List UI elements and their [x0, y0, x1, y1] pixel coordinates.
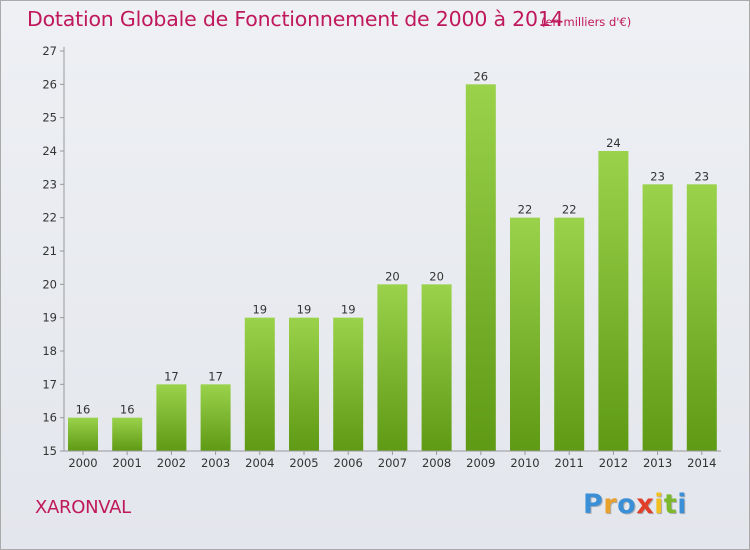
y-tick-label: 17: [42, 377, 57, 391]
bar-value-label: 17: [208, 369, 223, 383]
x-tick-label: 2012: [599, 456, 628, 470]
logo-letter: t: [663, 489, 678, 520]
x-axis: 2000 2001 2002 2003 2004 2005 2006 2007 2008 2009…: [64, 450, 721, 470]
bar[interactable]: [289, 317, 319, 451]
bar[interactable]: [510, 217, 540, 451]
bar[interactable]: [156, 384, 187, 451]
bar-value-label: 17: [164, 369, 179, 383]
bar-value-label: 24: [606, 136, 621, 150]
bars: 16 16 17 17 19 19 19 20 20 26 22 22 24 23 23: [68, 69, 717, 452]
y-tick-label: 20: [42, 277, 57, 291]
x-tick-label: 2011: [555, 456, 584, 470]
y-tick-label: 16: [42, 411, 57, 425]
bar-value-label: 22: [518, 203, 533, 217]
bar[interactable]: [68, 417, 98, 451]
proxiti-logo[interactable]: Proxiti: [583, 489, 687, 520]
x-tick-label: 2002: [157, 456, 186, 470]
bar-value-label: 19: [252, 303, 267, 317]
chart-title: Dotation Globale de Fonctionnement de 20…: [27, 7, 564, 31]
bar-value-label: 16: [76, 403, 91, 417]
y-axis: 15 16 17 18 19 20 21 22 23 24 25 26 27: [42, 44, 65, 458]
bar[interactable]: [642, 184, 673, 452]
y-tick-label: 15: [42, 444, 57, 458]
x-tick-label: 2004: [245, 456, 274, 470]
logo-letter: P: [583, 489, 604, 520]
y-tick-label: 24: [42, 144, 57, 158]
x-tick-label: 2010: [510, 456, 539, 470]
bar-value-label: 16: [120, 403, 135, 417]
y-tick-label: 22: [42, 211, 57, 225]
bar[interactable]: [333, 317, 364, 451]
bar-value-label: 22: [562, 203, 577, 217]
x-tick-label: 2007: [378, 456, 407, 470]
y-tick-label: 25: [42, 111, 57, 125]
logo-letter: o: [617, 489, 637, 520]
x-tick-label: 2005: [289, 456, 318, 470]
chart-unit: (en milliers d'€): [541, 15, 632, 29]
bar-value-label: 19: [297, 303, 312, 317]
bar[interactable]: [598, 151, 629, 451]
y-tick-label: 27: [42, 44, 57, 58]
bar-value-label: 23: [694, 169, 709, 183]
y-tick-label: 21: [42, 244, 57, 258]
bar[interactable]: [686, 184, 717, 452]
bar-value-label: 26: [473, 69, 488, 83]
bar-value-label: 23: [650, 169, 665, 183]
x-tick-label: 2008: [422, 456, 451, 470]
bar[interactable]: [377, 284, 408, 451]
x-tick-label: 2001: [113, 456, 142, 470]
x-tick-label: 2013: [643, 456, 672, 470]
commune-name: XARONVAL: [35, 497, 131, 518]
bar[interactable]: [112, 417, 143, 451]
logo-letter: i: [677, 489, 688, 520]
x-tick-label: 2009: [466, 456, 495, 470]
logo-letter: x: [636, 489, 655, 520]
logo-letter: i: [654, 489, 664, 520]
y-tick-label: 19: [42, 311, 57, 325]
bar-value-label: 20: [429, 269, 444, 283]
y-tick-label: 23: [42, 177, 57, 191]
bar[interactable]: [244, 317, 275, 451]
bar-value-label: 19: [341, 303, 356, 317]
y-tick-label: 18: [42, 344, 57, 358]
x-tick-label: 2000: [68, 456, 97, 470]
bar[interactable]: [200, 384, 231, 451]
y-tick-label: 26: [42, 77, 57, 91]
bar[interactable]: [465, 84, 496, 451]
bar[interactable]: [421, 284, 452, 451]
bar[interactable]: [554, 217, 585, 451]
logo-letter: r: [603, 489, 618, 520]
x-tick-label: 2006: [334, 456, 363, 470]
bar-value-label: 20: [385, 269, 400, 283]
x-tick-label: 2014: [687, 456, 716, 470]
x-tick-label: 2003: [201, 456, 230, 470]
